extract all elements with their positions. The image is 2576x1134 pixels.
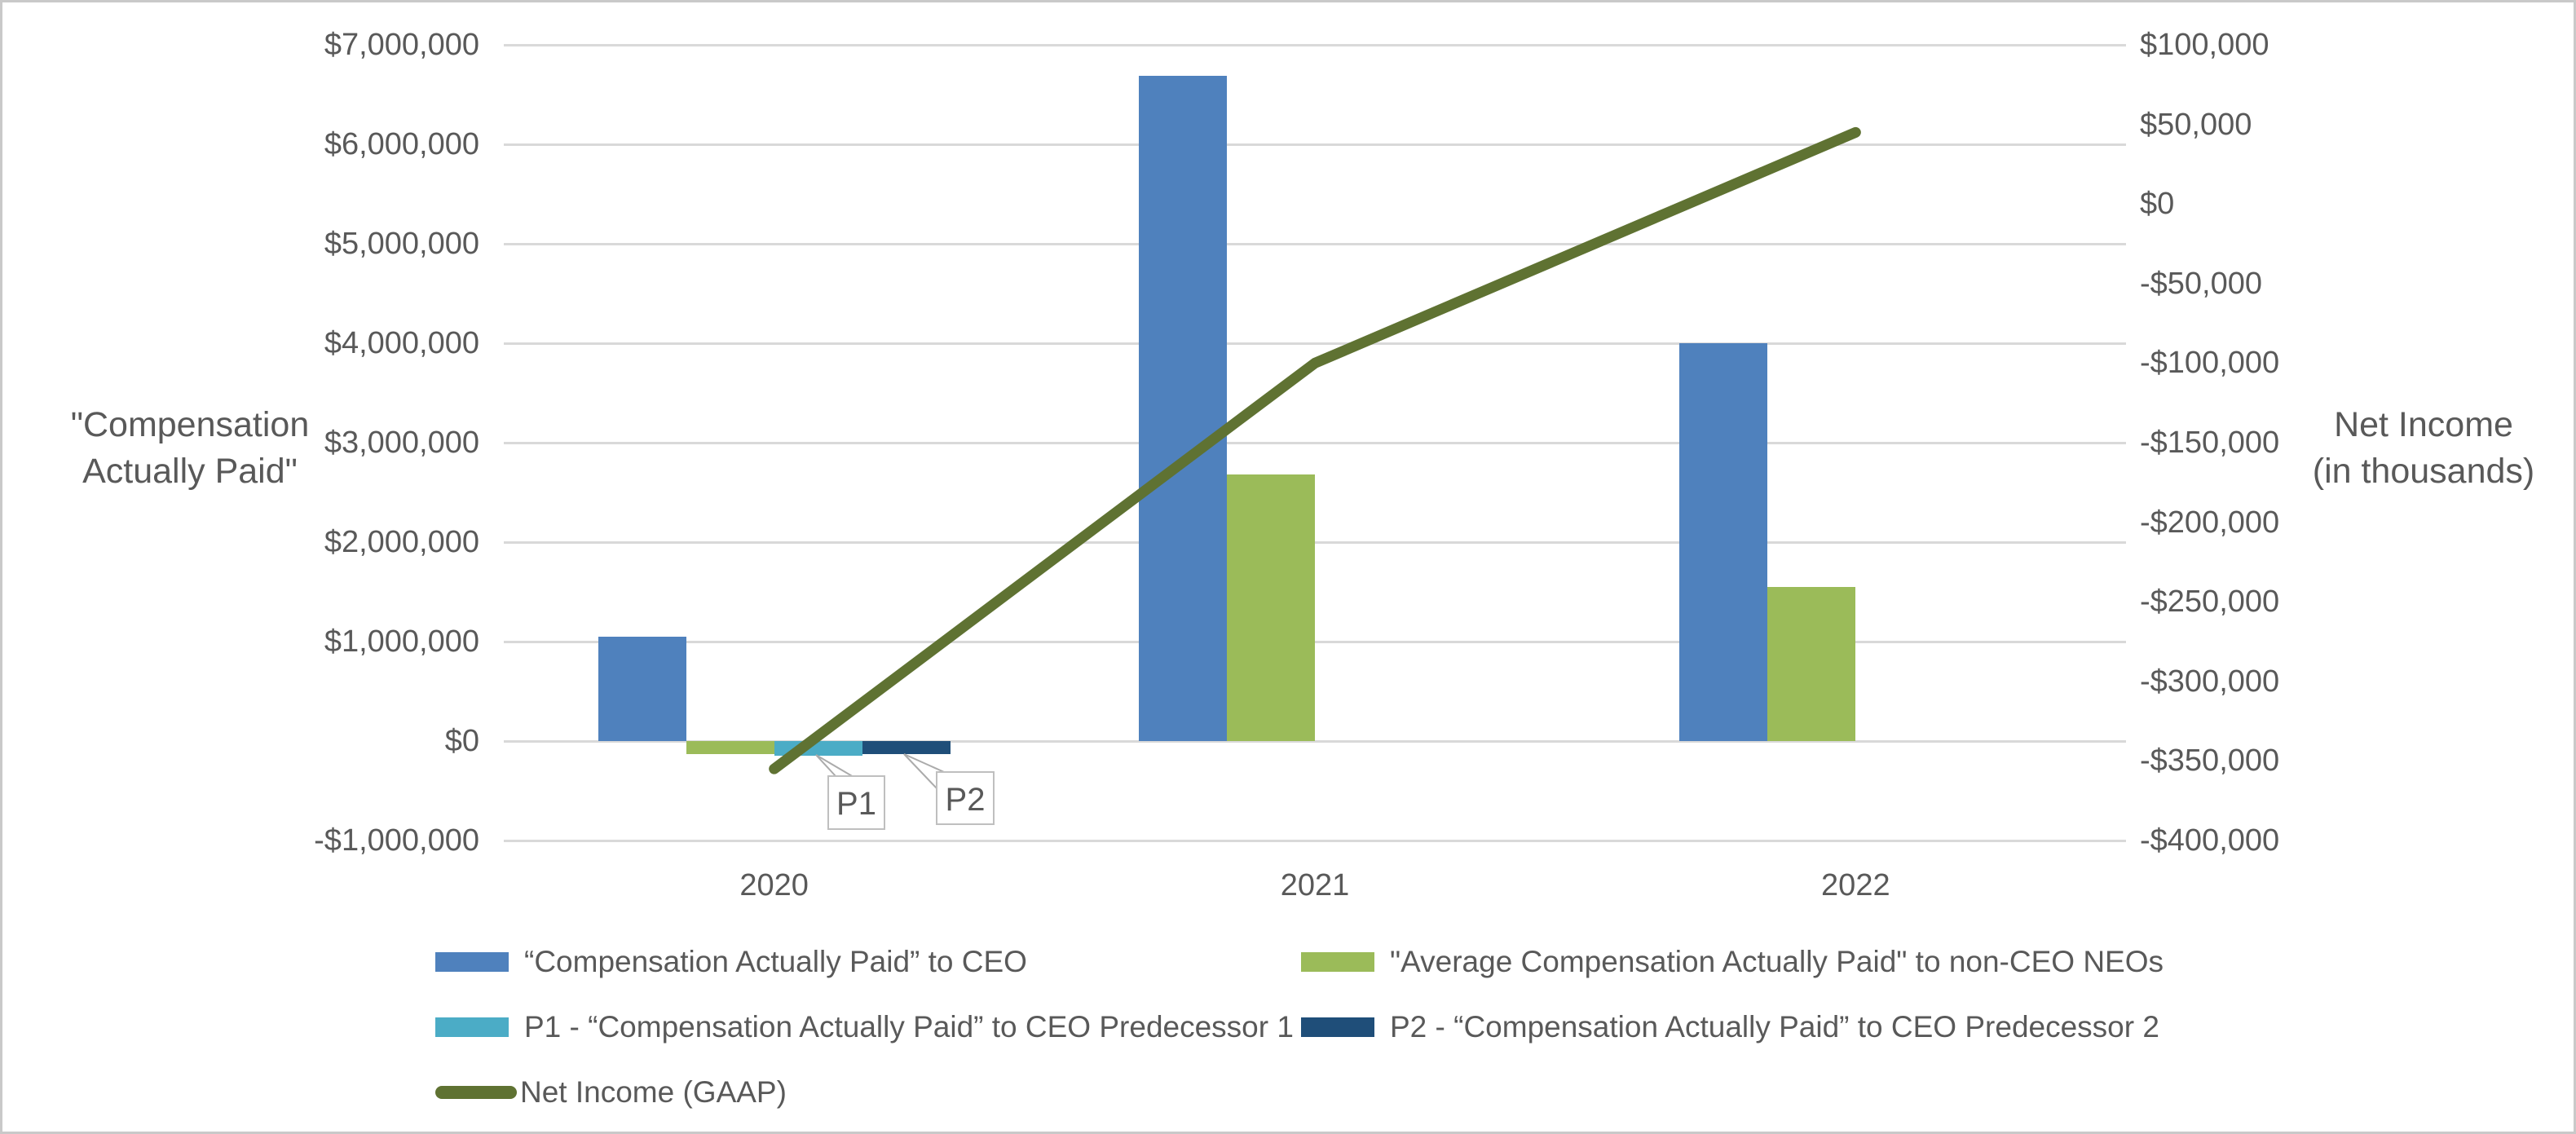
x-axis-category-label: 2022 [1821, 868, 1890, 902]
y-axis-right-tick-label: $100,000 [2140, 28, 2269, 62]
p1-callout-label: P1 [836, 786, 876, 822]
p1-callout-leader [815, 754, 857, 778]
p2-callout-box: P2 [936, 771, 995, 825]
y-axis-right-tick-label: -$100,000 [2140, 346, 2280, 381]
gridline [504, 43, 2126, 46]
bar-series1-2020 [686, 741, 774, 754]
bar-series0-2020 [598, 636, 686, 741]
y-axis-left-tick-label: $6,000,000 [324, 127, 479, 161]
gridline [504, 541, 2126, 544]
y-axis-left-tick-label: $3,000,000 [324, 426, 479, 460]
y-axis-right-tick-label: $0 [2140, 187, 2175, 222]
p1-callout-box: P1 [827, 775, 885, 830]
gridline [504, 640, 2126, 643]
legend-color-swatch-icon [435, 952, 509, 972]
y-axis-left-title-line2: Actually Paid" [82, 452, 298, 491]
bar-series1-2021 [1227, 474, 1315, 741]
gridline [504, 242, 2126, 245]
bar-series0-2022 [1679, 343, 1768, 741]
gridline [504, 143, 2126, 146]
legend-color-swatch-icon [1301, 1017, 1374, 1037]
bar-series2-2020 [774, 741, 862, 757]
y-axis-right-tick-label: -$50,000 [2140, 266, 2263, 301]
y-axis-left-tick-label: $5,000,000 [324, 227, 479, 261]
y-axis-left-tick-label: $1,000,000 [324, 624, 479, 659]
legend-label: Net Income (GAAP) [520, 1075, 787, 1109]
y-axis-right-tick-label: -$150,000 [2140, 426, 2280, 460]
x-axis-category-label: 2021 [1280, 868, 1350, 902]
y-axis-right-tick-label: $50,000 [2140, 107, 2252, 142]
bar-series3-2020 [862, 741, 951, 754]
y-axis-left-tick-label: -$1,000,000 [314, 823, 479, 858]
x-axis-category-label: 2020 [739, 868, 809, 902]
bar-series1-2022 [1767, 586, 1856, 741]
p2-callout-label: P2 [945, 782, 986, 818]
y-axis-left-tick-label: $0 [444, 724, 479, 758]
bar-series0-2021 [1139, 75, 1227, 741]
legend-color-swatch-icon [1301, 952, 1374, 972]
legend-label: P1 - “Compensation Actually Paid” to CEO… [524, 1010, 1294, 1044]
y-axis-left-tick-label: $2,000,000 [324, 525, 479, 559]
gridline [504, 342, 2126, 345]
y-axis-right-title-line1: Net Income [2334, 405, 2513, 444]
y-axis-right-tick-label: -$250,000 [2140, 585, 2280, 620]
y-axis-right-title: Net Income (in thousands) [2269, 402, 2574, 495]
y-axis-right-tick-label: -$300,000 [2140, 664, 2280, 699]
y-axis-right-tick-label: -$200,000 [2140, 505, 2280, 540]
legend-label: “Compensation Actually Paid” to CEO [524, 945, 1027, 978]
y-axis-right-tick-label: -$350,000 [2140, 743, 2280, 779]
y-axis-left-tick-label: $7,000,000 [324, 28, 479, 62]
legend-label: "Average Compensation Actually Paid" to … [1390, 945, 2164, 978]
legend-line-swatch-icon [435, 1086, 517, 1099]
legend-label: P2 - “Compensation Actually Paid” to CEO… [1390, 1010, 2159, 1044]
legend-color-swatch-icon [435, 1017, 509, 1037]
y-axis-left-title: "Compensation Actually Paid" [19, 402, 361, 495]
gridline [504, 441, 2126, 444]
y-axis-left-title-line1: "Compensation [70, 405, 310, 444]
y-axis-left-tick-label: $4,000,000 [324, 326, 479, 360]
y-axis-right-tick-label: -$400,000 [2140, 823, 2280, 858]
gridline [504, 839, 2126, 842]
y-axis-right-title-line2: (in thousands) [2312, 452, 2535, 491]
